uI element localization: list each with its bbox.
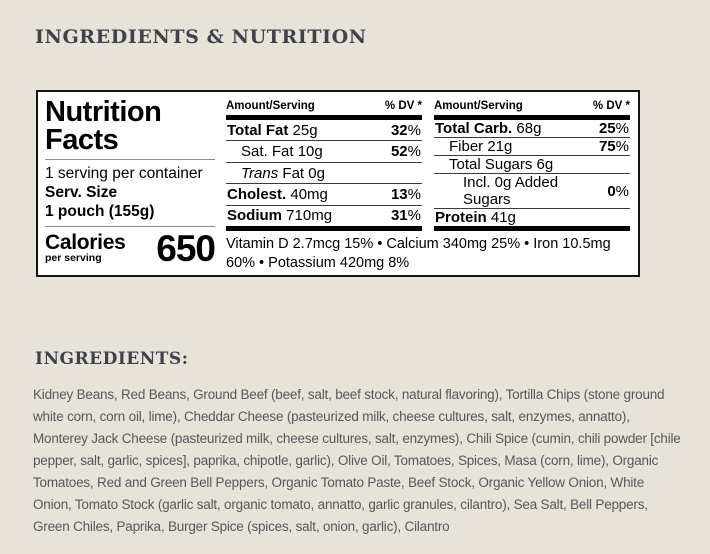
nutrition-facts-right-panel: Amount/Serving % DV * Total Fat 25g 32% …	[226, 98, 630, 271]
thick-rule	[434, 115, 630, 120]
nutrient-name: Total Fat 25g	[227, 121, 318, 139]
serving-size-value: 1 pouch (155g)	[45, 203, 155, 220]
nutrient-name: Incl. 0g Added Sugars	[463, 174, 559, 208]
nutrient-dv: 25%	[598, 120, 629, 137]
nutrient-name: Fiber 21g	[449, 138, 513, 155]
amount-serving-header: Amount/Serving	[226, 100, 315, 112]
servings-per-container: 1 serving per container	[45, 165, 203, 182]
nutrient-column-right: Amount/Serving % DV * Total Carb. 68g 25…	[434, 98, 630, 231]
micronutrients-line: Vitamin D 2.7mcg 15% • Calcium 340mg 25%…	[226, 236, 611, 271]
nutrient-dv: 31%	[390, 207, 421, 225]
nutrition-facts-title-line2: Facts	[45, 124, 119, 156]
nutrient-row-total-sugars: Total Sugars 6g	[434, 156, 630, 174]
percent-dv-header: % DV *	[592, 100, 630, 112]
nutrient-name: Trans Fat 0g	[241, 164, 325, 182]
nutrient-row-trans-fat: Trans Fat 0g	[226, 163, 422, 185]
calories-label: Calories	[45, 231, 126, 254]
column-header: Amount/Serving % DV *	[226, 98, 422, 115]
nutrient-dv: 75%	[598, 138, 629, 155]
nutrition-facts-title-line1: Nutrition	[45, 96, 162, 128]
nutrient-dv: 0%	[607, 182, 629, 200]
serving-size-label: Serv. Size	[45, 184, 118, 201]
column-header: Amount/Serving % DV *	[434, 98, 630, 115]
calories-value: 650	[156, 228, 216, 269]
nutrient-dv: 13%	[390, 185, 421, 203]
nutrient-row-total-fat: Total Fat 25g 32%	[226, 120, 422, 142]
calories-label-group: Calories per serving	[45, 231, 126, 264]
nutrient-row-sodium: Sodium 710mg 31%	[226, 206, 422, 226]
divider	[45, 226, 215, 227]
nutrient-name: Sat. Fat 10g	[241, 143, 323, 161]
nutrient-name: Sodium 710mg	[227, 207, 333, 225]
ingredients-title: INGREDIENTS:	[35, 349, 189, 369]
nutrient-name: Protein 41g	[435, 209, 516, 226]
divider	[45, 159, 215, 160]
percent-dv-header: % DV *	[384, 100, 422, 112]
section-title: INGREDIENTS & NUTRITION	[35, 26, 367, 48]
nutrient-row-cholesterol: Cholest. 40mg 13%	[226, 184, 422, 206]
calories-sublabel: per serving	[45, 252, 102, 264]
nutrient-column-left: Amount/Serving % DV * Total Fat 25g 32% …	[226, 98, 422, 232]
nutrient-row-protein: Protein 41g	[434, 209, 630, 226]
nutrient-row-sat-fat: Sat. Fat 10g 52%	[226, 141, 422, 163]
nutrient-row-added-sugars: Incl. 0g Added Sugars 0%	[434, 174, 630, 209]
thick-rule	[226, 115, 422, 120]
nutrient-row-total-carb: Total Carb. 68g 25%	[434, 120, 630, 138]
nutrient-dv: 52%	[390, 143, 421, 161]
nutrient-row-fiber: Fiber 21g 75%	[434, 138, 630, 156]
nutrient-columns: Amount/Serving % DV * Total Fat 25g 32% …	[226, 98, 630, 232]
ingredients-text: Kidney Beans, Red Beans, Ground Beef (be…	[33, 387, 681, 534]
nutrition-facts-left-panel: Nutrition Facts 1 serving per container …	[45, 96, 216, 270]
nutrition-facts-label: Nutrition Facts 1 serving per container …	[36, 90, 640, 277]
calories-row: Calories per serving 650	[45, 228, 216, 269]
amount-serving-header: Amount/Serving	[434, 100, 523, 112]
nutrient-dv: 32%	[390, 121, 421, 139]
nutrient-name: Cholest. 40mg	[227, 185, 328, 203]
thick-rule	[226, 226, 422, 232]
thick-rule	[434, 226, 630, 231]
nutrient-name: Total Carb. 68g	[435, 120, 542, 137]
nutrient-name: Total Sugars 6g	[449, 156, 554, 173]
